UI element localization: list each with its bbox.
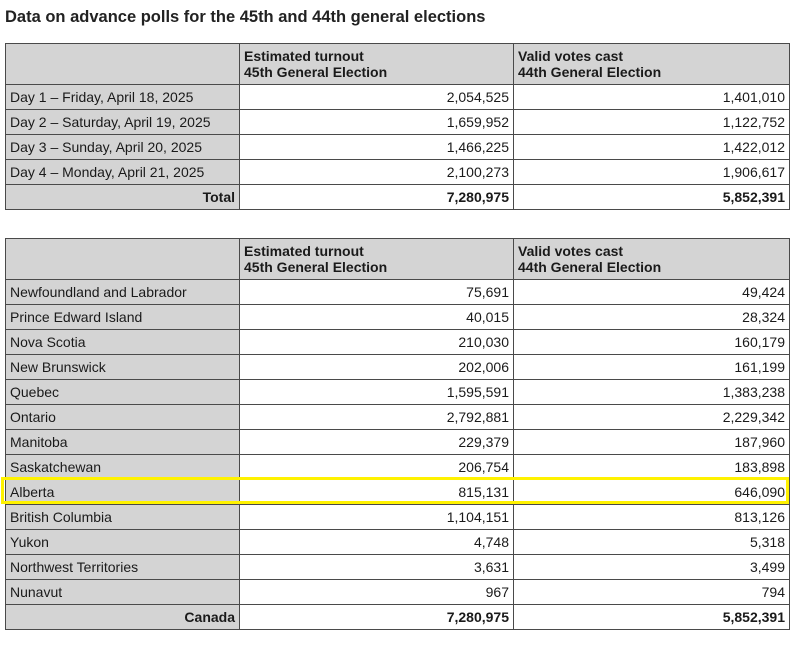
table-row: Saskatchewan 206,754 183,898	[5, 454, 790, 480]
row-label-cell: Newfoundland and Labrador	[5, 279, 240, 305]
table-row: British Columbia 1,104,151 813,126	[5, 504, 790, 530]
valid-votes-cell: 160,179	[513, 329, 790, 355]
table-row: Northwest Territories 3,631 3,499	[5, 554, 790, 580]
header-corner-cell	[5, 43, 240, 85]
estimated-turnout-cell: 967	[239, 579, 514, 605]
row-label-cell: Day 2 – Saturday, April 19, 2025	[5, 109, 240, 135]
row-label-cell: Canada	[5, 604, 240, 630]
page-title: Data on advance polls for the 45th and 4…	[5, 8, 486, 26]
table-row: Yukon 4,748 5,318	[5, 529, 790, 555]
row-label-cell: Nova Scotia	[5, 329, 240, 355]
estimated-turnout-cell: 202,006	[239, 354, 514, 380]
estimated-turnout-cell: 1,104,151	[239, 504, 514, 530]
row-label-cell: Manitoba	[5, 429, 240, 455]
column-header-estimated-turnout: Estimated turnout 45th General Election	[239, 43, 514, 85]
valid-votes-cell: 28,324	[513, 304, 790, 330]
row-label-cell: Day 3 – Sunday, April 20, 2025	[5, 134, 240, 160]
estimated-turnout-cell: 2,100,273	[239, 159, 514, 185]
valid-votes-cell: 1,383,238	[513, 379, 790, 405]
table-row: Prince Edward Island 40,015 28,324	[5, 304, 790, 330]
valid-votes-cell: 2,229,342	[513, 404, 790, 430]
row-label-cell: British Columbia	[5, 504, 240, 530]
header-corner-cell	[5, 238, 240, 280]
column-header-line: 44th General Election	[518, 259, 662, 275]
row-label-cell: Nunavut	[5, 579, 240, 605]
table-total-row: Canada 7,280,975 5,852,391	[5, 604, 790, 630]
valid-votes-cell: 1,422,012	[513, 134, 790, 160]
column-header-line: 45th General Election	[244, 259, 388, 275]
estimated-turnout-cell: 1,659,952	[239, 109, 514, 135]
valid-votes-cell: 813,126	[513, 504, 790, 530]
row-label-cell: Alberta	[5, 479, 240, 505]
valid-votes-cell: 5,852,391	[513, 184, 790, 210]
column-header-valid-votes: Valid votes cast 44th General Election	[513, 43, 790, 85]
valid-votes-cell: 5,318	[513, 529, 790, 555]
table-row: Alberta 815,131 646,090	[5, 479, 790, 505]
table-row: Ontario 2,792,881 2,229,342	[5, 404, 790, 430]
estimated-turnout-cell: 2,792,881	[239, 404, 514, 430]
estimated-turnout-cell: 1,595,591	[239, 379, 514, 405]
column-header-line: 45th General Election	[244, 64, 388, 80]
column-header-estimated-turnout: Estimated turnout 45th General Election	[239, 238, 514, 280]
row-label-cell: Northwest Territories	[5, 554, 240, 580]
estimated-turnout-cell: 815,131	[239, 479, 514, 505]
valid-votes-cell: 187,960	[513, 429, 790, 455]
column-header-line: Estimated turnout	[244, 243, 364, 259]
table-row: Nunavut 967 794	[5, 579, 790, 605]
estimated-turnout-cell: 40,015	[239, 304, 514, 330]
estimated-turnout-cell: 2,054,525	[239, 84, 514, 110]
row-label-cell: New Brunswick	[5, 354, 240, 380]
valid-votes-cell: 646,090	[513, 479, 790, 505]
valid-votes-cell: 794	[513, 579, 790, 605]
estimated-turnout-cell: 4,748	[239, 529, 514, 555]
row-label-cell: Saskatchewan	[5, 454, 240, 480]
table-row: Day 2 – Saturday, April 19, 2025 1,659,95…	[5, 109, 790, 135]
estimated-turnout-cell: 3,631	[239, 554, 514, 580]
estimated-turnout-cell: 210,030	[239, 329, 514, 355]
row-label-cell: Quebec	[5, 379, 240, 405]
valid-votes-cell: 1,906,617	[513, 159, 790, 185]
estimated-turnout-cell: 7,280,975	[239, 184, 514, 210]
row-label-cell: Prince Edward Island	[5, 304, 240, 330]
valid-votes-cell: 161,199	[513, 354, 790, 380]
valid-votes-cell: 1,401,010	[513, 84, 790, 110]
estimated-turnout-cell: 7,280,975	[239, 604, 514, 630]
valid-votes-cell: 5,852,391	[513, 604, 790, 630]
row-label-cell: Day 1 – Friday, April 18, 2025	[5, 84, 240, 110]
column-header-line: Valid votes cast	[518, 243, 624, 259]
estimated-turnout-cell: 1,466,225	[239, 134, 514, 160]
estimated-turnout-cell: 206,754	[239, 454, 514, 480]
table-row: Day 1 – Friday, April 18, 2025 2,054,525 1…	[5, 84, 790, 110]
table-row: Manitoba 229,379 187,960	[5, 429, 790, 455]
table-row: Day 3 – Sunday, April 20, 2025 1,466,225 1…	[5, 134, 790, 160]
column-header-line: Valid votes cast	[518, 48, 624, 64]
valid-votes-cell: 183,898	[513, 454, 790, 480]
estimated-turnout-cell: 229,379	[239, 429, 514, 455]
table-row: Quebec 1,595,591 1,383,238	[5, 379, 790, 405]
row-label-cell: Yukon	[5, 529, 240, 555]
valid-votes-cell: 1,122,752	[513, 109, 790, 135]
row-label-cell: Day 4 – Monday, April 21, 2025	[5, 159, 240, 185]
table-row: Day 4 – Monday, April 21, 2025 2,100,273 1…	[5, 159, 790, 185]
advance-polls-by-province-table: Estimated turnout 45th General Election …	[5, 238, 790, 630]
column-header-line: Estimated turnout	[244, 48, 364, 64]
table-header-row: Estimated turnout 45th General Election …	[5, 238, 790, 280]
table-total-row: Total 7,280,975 5,852,391	[5, 184, 790, 210]
column-header-valid-votes: Valid votes cast 44th General Election	[513, 238, 790, 280]
row-label-cell: Ontario	[5, 404, 240, 430]
table-header-row: Estimated turnout 45th General Election …	[5, 43, 790, 85]
advance-polls-by-day-table: Estimated turnout 45th General Election …	[5, 43, 790, 210]
valid-votes-cell: 3,499	[513, 554, 790, 580]
column-header-line: 44th General Election	[518, 64, 662, 80]
table-row: Nova Scotia 210,030 160,179	[5, 329, 790, 355]
valid-votes-cell: 49,424	[513, 279, 790, 305]
row-label-cell: Total	[5, 184, 240, 210]
table-row: New Brunswick 202,006 161,199	[5, 354, 790, 380]
table-row: Newfoundland and Labrador 75,691 49,424	[5, 279, 790, 305]
estimated-turnout-cell: 75,691	[239, 279, 514, 305]
